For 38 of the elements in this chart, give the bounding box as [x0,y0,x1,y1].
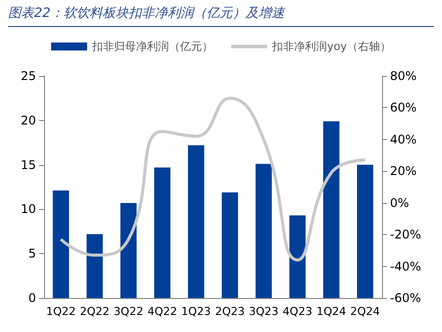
bar [188,145,204,298]
bar [154,167,170,298]
y2-tick-label: 0% [390,196,410,210]
y2-tick-label: -20% [390,228,422,242]
y2-tick-label: -40% [390,259,422,274]
x-tick-label: 4Q23 [282,305,312,318]
y-tick-label: 15 [20,158,36,172]
bar [120,202,137,298]
y2-tick-label: 80% [390,69,417,83]
y-tick-label: 10 [20,202,36,216]
x-tick-label: 3Q23 [248,305,279,318]
legend-label: 扣非净利润yoy（右轴） [271,40,391,53]
bar [256,164,272,298]
y2-tick-label: 60% [390,100,417,115]
bar [52,190,70,298]
y2-tick-label: 20% [390,164,417,178]
x-tick-label: 1Q24 [316,305,346,318]
bar [86,234,103,298]
y-tick-label: 0 [28,291,36,305]
bar [289,215,306,298]
legend-label: 扣非归母净利润（亿元） [91,40,214,53]
chart-title: 图表22：软饮料板块扣非净利润（亿元）及增速 [8,4,434,27]
y2-tick-label: 40% [390,132,417,146]
y-tick-label: 25 [20,69,36,83]
y-tick-label: 20 [20,113,36,128]
x-tick-label: 2Q24 [350,305,380,318]
y2-tick-label: -60% [390,291,422,305]
x-tick-label: 3Q22 [114,305,144,318]
bar [222,192,238,298]
y-tick-label: 5 [28,246,36,261]
x-tick-label: 1Q23 [181,305,211,318]
x-tick-label: 2Q22 [80,305,110,318]
bar [356,164,374,298]
x-tick-label: 1Q22 [46,305,76,318]
line-series [59,96,367,262]
x-tick-label: 2Q23 [215,305,245,318]
bar [323,121,340,298]
x-tick-label: 4Q22 [147,305,178,318]
